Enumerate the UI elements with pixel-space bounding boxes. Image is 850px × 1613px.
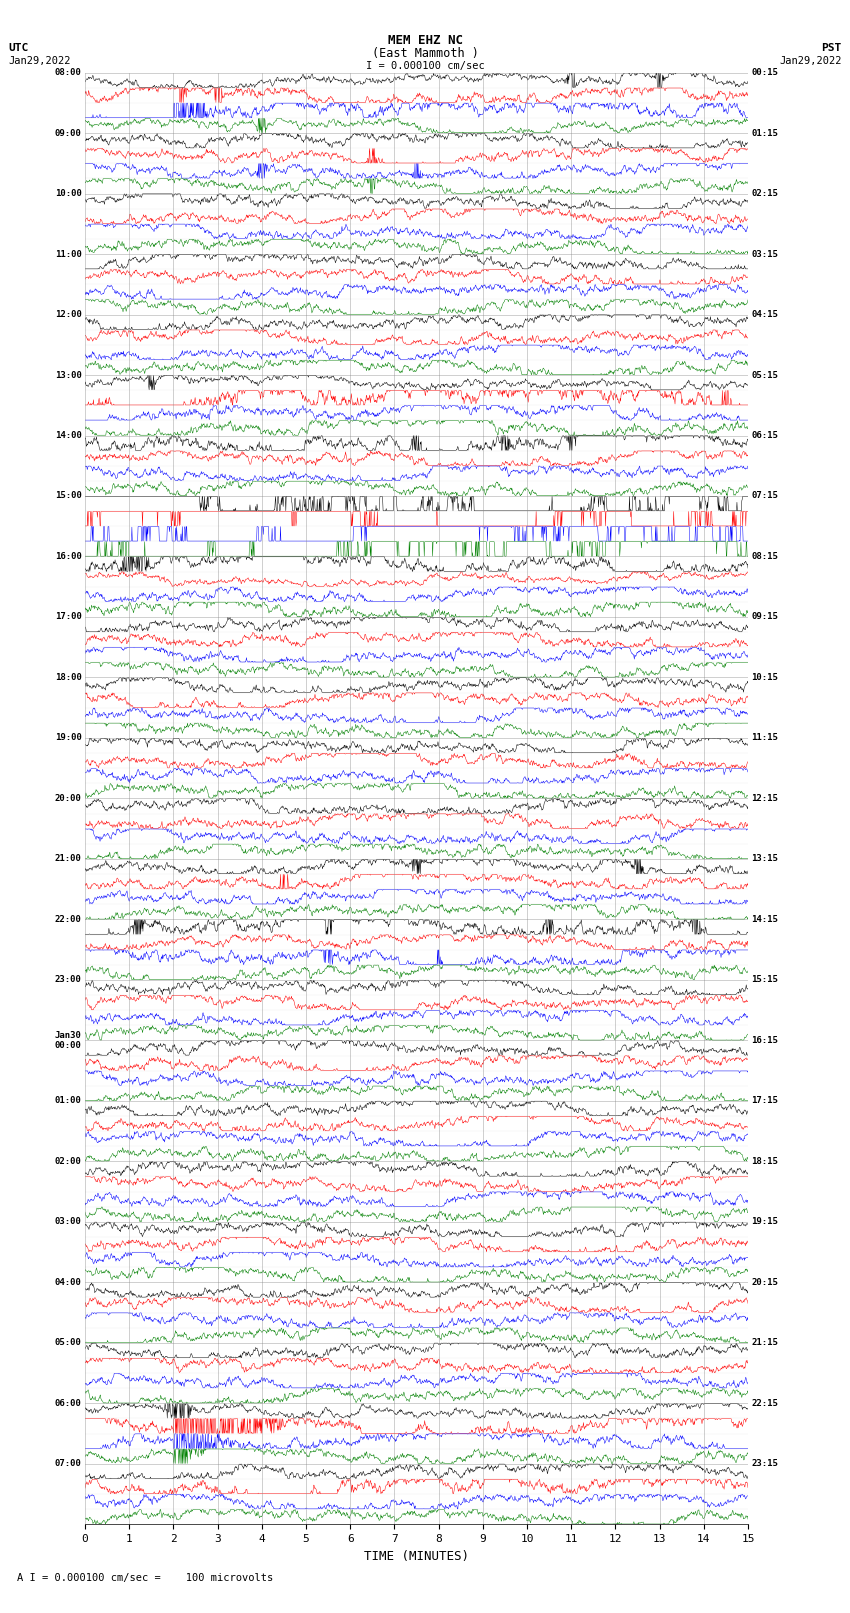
- Text: 17:00: 17:00: [54, 613, 82, 621]
- Text: 20:15: 20:15: [751, 1277, 779, 1287]
- Text: 06:00: 06:00: [54, 1398, 82, 1408]
- Text: 07:00: 07:00: [54, 1460, 82, 1468]
- Text: 04:00: 04:00: [54, 1277, 82, 1287]
- Text: 12:00: 12:00: [54, 310, 82, 319]
- Text: 21:15: 21:15: [751, 1339, 779, 1347]
- Text: 19:15: 19:15: [751, 1218, 779, 1226]
- Text: 23:15: 23:15: [751, 1460, 779, 1468]
- Text: 14:15: 14:15: [751, 915, 779, 924]
- Text: 15:15: 15:15: [751, 976, 779, 984]
- Text: 02:00: 02:00: [54, 1157, 82, 1166]
- Text: 19:00: 19:00: [54, 734, 82, 742]
- Text: 13:15: 13:15: [751, 855, 779, 863]
- Text: 12:15: 12:15: [751, 794, 779, 803]
- Text: 09:00: 09:00: [54, 129, 82, 137]
- Text: 10:00: 10:00: [54, 189, 82, 198]
- Text: 05:00: 05:00: [54, 1339, 82, 1347]
- Text: 18:15: 18:15: [751, 1157, 779, 1166]
- Text: 06:15: 06:15: [751, 431, 779, 440]
- Text: I = 0.000100 cm/sec: I = 0.000100 cm/sec: [366, 61, 484, 71]
- Text: 23:00: 23:00: [54, 976, 82, 984]
- Text: A I = 0.000100 cm/sec =    100 microvolts: A I = 0.000100 cm/sec = 100 microvolts: [17, 1573, 273, 1582]
- Text: 16:00: 16:00: [54, 552, 82, 561]
- Text: Jan30
00:00: Jan30 00:00: [54, 1031, 82, 1050]
- Text: 11:15: 11:15: [751, 734, 779, 742]
- Text: (East Mammoth ): (East Mammoth ): [371, 47, 479, 60]
- Text: 22:15: 22:15: [751, 1398, 779, 1408]
- Text: 07:15: 07:15: [751, 492, 779, 500]
- Text: 03:15: 03:15: [751, 250, 779, 258]
- Text: Jan29,2022: Jan29,2022: [8, 56, 71, 66]
- X-axis label: TIME (MINUTES): TIME (MINUTES): [364, 1550, 469, 1563]
- Text: 21:00: 21:00: [54, 855, 82, 863]
- Text: PST: PST: [821, 44, 842, 53]
- Text: 11:00: 11:00: [54, 250, 82, 258]
- Text: 08:00: 08:00: [54, 68, 82, 77]
- Text: 09:15: 09:15: [751, 613, 779, 621]
- Text: 14:00: 14:00: [54, 431, 82, 440]
- Text: 20:00: 20:00: [54, 794, 82, 803]
- Text: 15:00: 15:00: [54, 492, 82, 500]
- Text: 01:00: 01:00: [54, 1097, 82, 1105]
- Text: 05:15: 05:15: [751, 371, 779, 379]
- Text: 17:15: 17:15: [751, 1097, 779, 1105]
- Text: UTC: UTC: [8, 44, 29, 53]
- Text: 01:15: 01:15: [751, 129, 779, 137]
- Text: 03:00: 03:00: [54, 1218, 82, 1226]
- Text: 04:15: 04:15: [751, 310, 779, 319]
- Text: 13:00: 13:00: [54, 371, 82, 379]
- Text: 00:15: 00:15: [751, 68, 779, 77]
- Text: Jan29,2022: Jan29,2022: [779, 56, 842, 66]
- Text: 10:15: 10:15: [751, 673, 779, 682]
- Text: 22:00: 22:00: [54, 915, 82, 924]
- Text: MEM EHZ NC: MEM EHZ NC: [388, 34, 462, 47]
- Text: 16:15: 16:15: [751, 1036, 779, 1045]
- Text: 08:15: 08:15: [751, 552, 779, 561]
- Text: 18:00: 18:00: [54, 673, 82, 682]
- Text: 02:15: 02:15: [751, 189, 779, 198]
